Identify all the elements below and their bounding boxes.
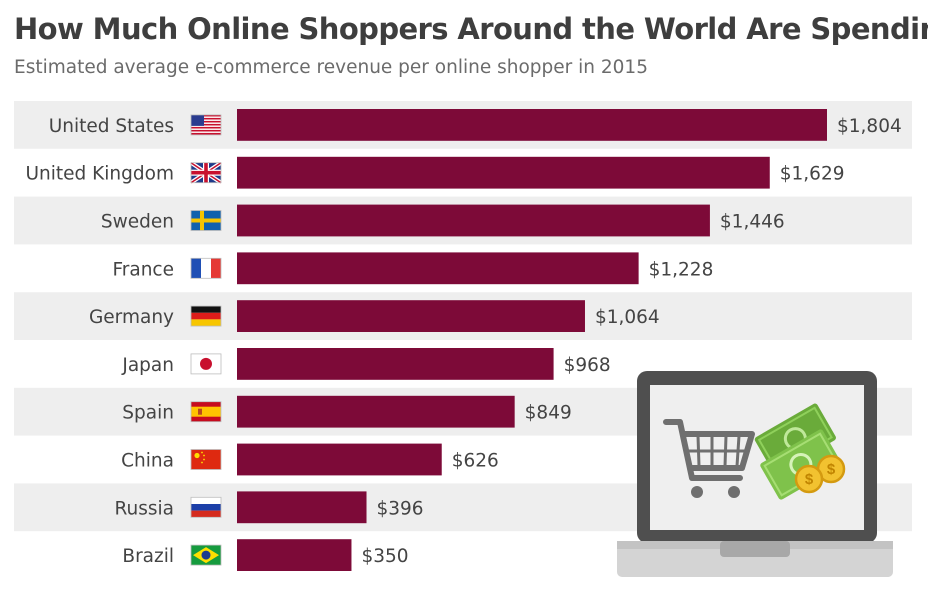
japan-flag-icon — [190, 353, 222, 375]
category-label: Sweden — [101, 212, 174, 233]
value-label: $626 — [452, 451, 499, 472]
bar — [237, 443, 442, 476]
bar — [237, 395, 515, 428]
china-flag-icon — [190, 449, 222, 470]
value-label: $1,804 — [837, 116, 902, 137]
bar — [237, 491, 367, 524]
bar — [237, 300, 585, 332]
category-label: Russia — [114, 498, 174, 519]
bar — [237, 348, 554, 380]
value-label: $350 — [361, 546, 408, 567]
value-label: $1,228 — [649, 259, 714, 280]
category-label: China — [121, 451, 174, 472]
chart-subtitle: Estimated average e-commerce revenue per… — [14, 57, 648, 78]
value-label: $1,064 — [595, 307, 660, 328]
laptop-icon — [617, 371, 893, 577]
spain-flag-icon — [190, 401, 222, 423]
value-label: $849 — [525, 403, 572, 424]
chart-title: How Much Online Shoppers Around the Worl… — [14, 12, 928, 46]
value-label: $396 — [377, 498, 424, 519]
brazil-flag-icon — [190, 544, 222, 566]
coin-symbol: $ — [827, 461, 836, 478]
category-label: United States — [49, 116, 174, 137]
uk-flag-icon — [189, 161, 223, 185]
russia-flag-icon — [190, 496, 222, 518]
sweden-flag-icon — [190, 210, 222, 231]
bar — [237, 539, 352, 571]
value-label: $968 — [564, 355, 611, 376]
category-label: Japan — [121, 355, 174, 376]
coin-symbol: $ — [805, 471, 814, 488]
value-label: $1,446 — [720, 212, 785, 233]
us-flag-icon — [190, 114, 222, 136]
shopping-cart-icon — [663, 419, 755, 498]
value-label: $1,629 — [780, 164, 845, 185]
category-label: France — [112, 259, 174, 280]
category-label: Spain — [122, 403, 174, 424]
bar — [237, 156, 770, 189]
bar — [237, 204, 710, 237]
france-flag-icon — [190, 257, 222, 279]
bar — [237, 109, 827, 141]
category-label: Germany — [89, 307, 174, 328]
germany-flag-icon — [190, 305, 222, 327]
category-label: Brazil — [122, 546, 174, 567]
bar — [237, 252, 639, 285]
coins-icon: $ $ — [794, 454, 846, 494]
category-label: United Kingdom — [26, 164, 175, 185]
